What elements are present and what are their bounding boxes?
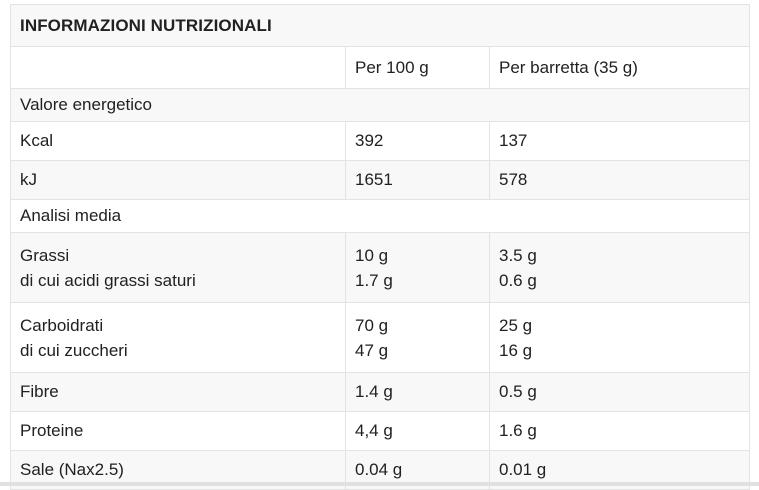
nutrition-info-section: INFORMAZIONI NUTRIZIONALI Per 100 g Per …: [9, 4, 751, 490]
column-header-empty: [10, 46, 346, 89]
value-per-barretta: 3.5 g: [499, 245, 537, 265]
table-row-kj: kJ 1651 578: [10, 160, 751, 200]
value-per-barretta: 25 g: [499, 315, 533, 335]
nutrition-table: INFORMAZIONI NUTRIZIONALI Per 100 g Per …: [9, 4, 751, 490]
table-title: INFORMAZIONI NUTRIZIONALI: [9, 4, 751, 47]
row-label: Carboidrati: [20, 315, 104, 335]
page-bottom-divider: [0, 482, 759, 486]
table-header-row: Per 100 g Per barretta (35 g): [10, 46, 751, 89]
value-per-barretta: 1.6 g: [488, 411, 751, 451]
sub-value-per-100g: 47 g: [355, 340, 389, 360]
row-label: Kcal: [10, 121, 346, 161]
table-row-kcal: Kcal 392 137: [10, 121, 751, 161]
section-row-valore-energetico: Valore energetico: [9, 88, 751, 122]
row-label: Proteine: [10, 411, 346, 451]
value-per-100g: 392: [345, 121, 490, 161]
section-row-analisi-media: Analisi media: [9, 199, 751, 233]
table-row-carboidrati: Carboidrati di cui zuccheri 70 g 47 g 25…: [10, 302, 751, 373]
value-per-barretta: 578: [488, 160, 751, 200]
table-row-grassi: Grassi di cui acidi grassi saturi 10 g 1…: [10, 232, 751, 303]
row-label: Grassi: [20, 245, 70, 265]
value-per-barretta: 137: [488, 121, 751, 161]
value-per-100g: 1.4 g: [345, 372, 490, 412]
section-label: Analisi media: [9, 199, 751, 233]
sub-value-per-barretta: 0.6 g: [499, 270, 537, 290]
value-per-100g: 70 g: [355, 315, 389, 335]
sub-value-per-barretta: 16 g: [499, 340, 533, 360]
row-label: Fibre: [10, 372, 346, 412]
value-per-barretta: 0.5 g: [488, 372, 751, 412]
row-sub-label: di cui zuccheri: [20, 340, 128, 360]
table-row-fibre: Fibre 1.4 g 0.5 g: [10, 372, 751, 412]
sub-value-per-100g: 1.7 g: [355, 270, 393, 290]
column-header-per-barretta: Per barretta (35 g): [488, 46, 751, 89]
row-sub-label: di cui acidi grassi saturi: [20, 270, 196, 290]
table-row-proteine: Proteine 4,4 g 1.6 g: [10, 411, 751, 451]
row-label: kJ: [10, 160, 346, 200]
value-per-100g: 4,4 g: [345, 411, 490, 451]
table-title-row: INFORMAZIONI NUTRIZIONALI: [9, 4, 751, 47]
value-per-100g: 10 g: [355, 245, 389, 265]
value-per-100g: 1651: [345, 160, 490, 200]
column-header-per-100g: Per 100 g: [345, 46, 490, 89]
section-label: Valore energetico: [9, 88, 751, 122]
